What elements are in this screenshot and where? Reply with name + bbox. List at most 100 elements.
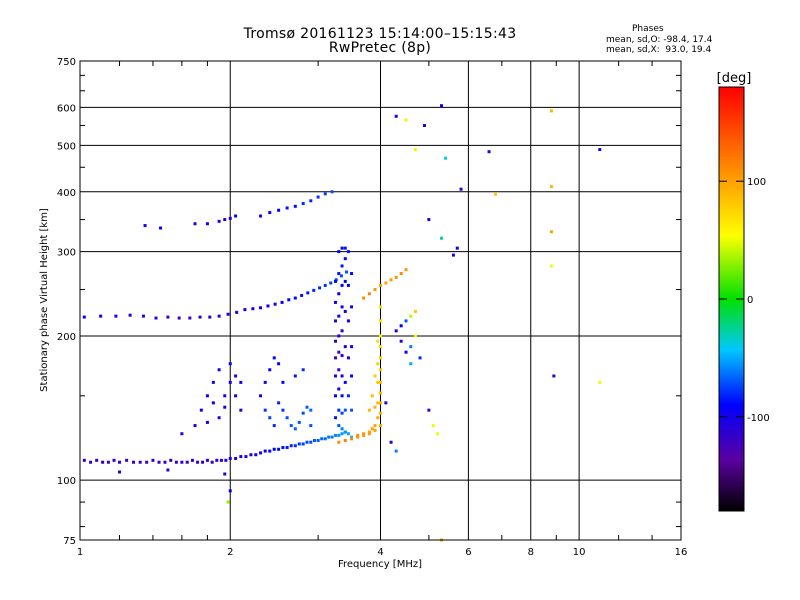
data-point xyxy=(82,458,86,462)
data-point xyxy=(169,458,173,462)
data-point xyxy=(323,192,327,196)
data-point xyxy=(177,316,181,320)
data-point xyxy=(422,124,426,128)
data-point xyxy=(205,458,209,462)
data-point xyxy=(343,345,347,349)
colorbar-label: [deg] xyxy=(717,71,752,86)
data-point xyxy=(106,460,110,464)
data-point xyxy=(440,236,444,240)
data-point xyxy=(394,114,398,118)
data-point xyxy=(333,394,337,398)
data-point xyxy=(219,458,223,462)
data-point xyxy=(379,319,382,323)
data-point xyxy=(277,401,281,405)
data-point xyxy=(337,424,341,428)
data-point xyxy=(362,433,366,437)
data-point xyxy=(379,345,382,349)
data-point xyxy=(451,253,455,257)
data-point xyxy=(305,405,309,409)
data-point xyxy=(343,279,347,283)
data-point xyxy=(228,216,232,220)
data-point xyxy=(340,329,344,333)
data-point xyxy=(297,420,301,424)
data-point xyxy=(272,356,276,360)
data-point xyxy=(239,455,243,459)
data-point xyxy=(598,380,602,384)
data-point xyxy=(337,408,341,412)
data-point xyxy=(337,314,341,318)
data-point xyxy=(312,439,316,443)
chart-title-line-1: Tromsø 20161123 15:14:00–15:15:43 xyxy=(243,26,517,42)
data-point xyxy=(285,416,289,420)
data-point xyxy=(370,394,374,398)
data-point xyxy=(337,334,341,338)
data-point xyxy=(356,433,360,437)
data-point xyxy=(337,440,341,444)
data-point xyxy=(379,391,382,395)
data-point xyxy=(404,118,408,122)
y-tick-label: 75 xyxy=(63,536,76,547)
data-point xyxy=(180,460,184,464)
data-point xyxy=(143,224,147,228)
minor-ticks xyxy=(80,61,681,540)
data-point xyxy=(362,432,366,436)
data-point xyxy=(343,439,347,443)
data-point xyxy=(309,440,313,444)
data-point xyxy=(166,468,170,472)
data-point xyxy=(217,368,221,372)
data-point xyxy=(226,500,230,504)
data-point xyxy=(373,424,377,428)
data-point xyxy=(312,288,316,292)
data-point xyxy=(376,362,380,366)
y-tick-label: 200 xyxy=(57,332,76,343)
data-point xyxy=(228,456,232,460)
data-point xyxy=(263,380,267,384)
data-point xyxy=(82,315,86,319)
data-point xyxy=(244,455,248,459)
data-point xyxy=(413,334,417,338)
phase-stats-heading: Phases xyxy=(632,24,664,34)
colorbar-tick-label: 0 xyxy=(747,295,753,306)
data-point xyxy=(223,394,227,398)
data-point xyxy=(549,230,553,234)
data-point xyxy=(300,293,304,297)
data-point xyxy=(268,368,272,372)
data-point xyxy=(293,204,297,208)
data-point xyxy=(251,307,255,311)
data-point xyxy=(337,350,341,354)
data-point xyxy=(99,314,103,318)
y-tick-labels: 75 100 200 300 400 500 600 750 xyxy=(57,57,76,547)
data-point xyxy=(318,286,322,290)
data-point xyxy=(399,339,403,343)
data-point xyxy=(337,368,341,372)
phase-stats-o-mode: mean, sd,O: -98.4, 17.4 xyxy=(606,35,713,45)
data-point xyxy=(301,442,305,446)
data-point xyxy=(297,442,301,446)
data-point xyxy=(362,296,366,300)
data-point xyxy=(228,362,232,366)
data-point xyxy=(350,272,354,276)
data-point xyxy=(301,202,305,206)
data-point xyxy=(166,315,170,319)
data-point xyxy=(549,109,553,113)
data-point xyxy=(379,283,382,287)
colorbar-ticks: 100 0 -100 xyxy=(719,177,770,424)
data-point xyxy=(459,187,463,191)
data-point xyxy=(281,408,285,412)
data-point xyxy=(199,408,203,412)
data-point xyxy=(340,305,344,309)
data-point xyxy=(379,368,382,372)
data-point xyxy=(367,408,371,412)
data-point xyxy=(340,394,344,398)
data-point xyxy=(440,104,444,108)
data-point xyxy=(159,226,163,230)
data-point xyxy=(309,408,313,412)
data-point xyxy=(293,296,297,300)
y-tick-label: 500 xyxy=(57,141,76,152)
data-point xyxy=(151,458,155,462)
data-point xyxy=(350,374,354,378)
y-tick-label: 750 xyxy=(57,57,76,68)
data-point xyxy=(125,458,129,462)
data-point xyxy=(211,380,215,384)
phase-stats-x-mode: mean, sd,X: 93.0, 19.4 xyxy=(606,45,712,55)
